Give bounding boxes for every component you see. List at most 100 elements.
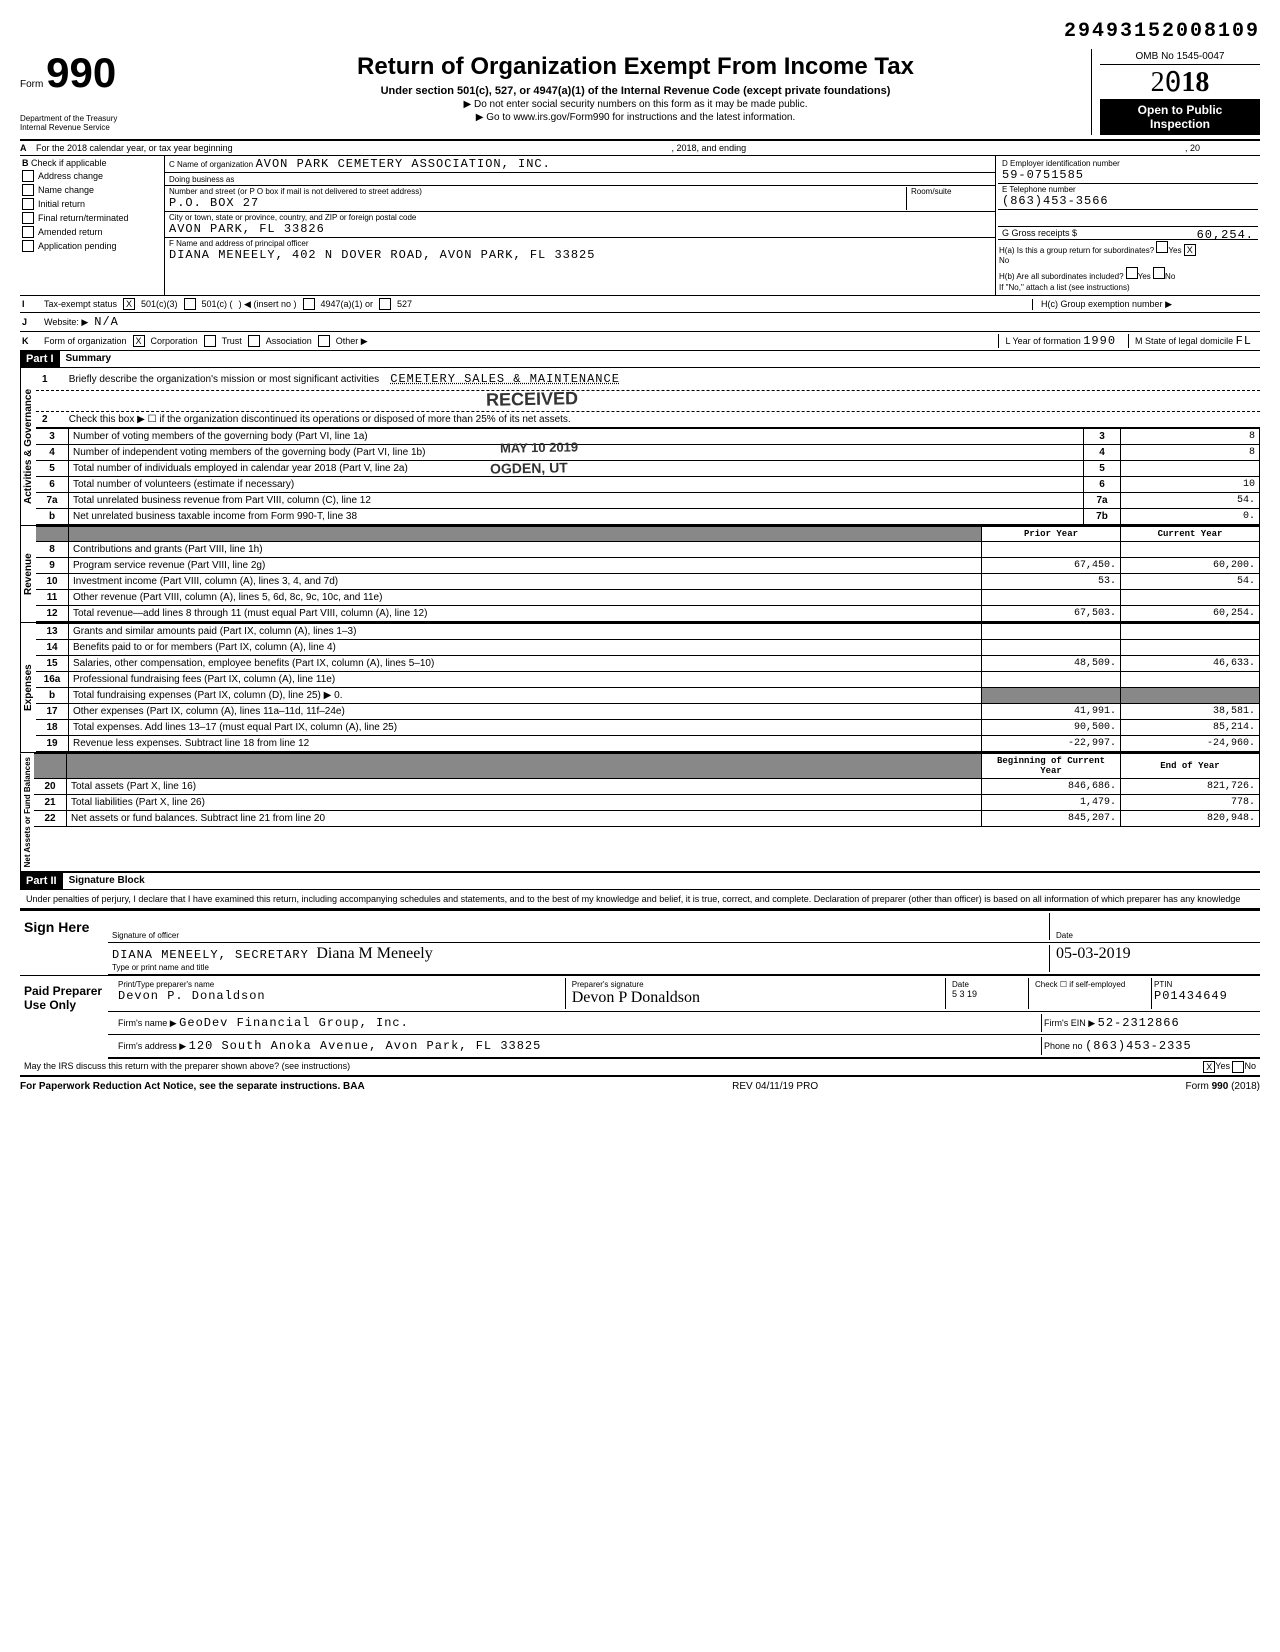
officer-value: DIANA MENEELY, 402 N DOVER ROAD, AVON PA…	[169, 248, 991, 262]
sign-here-label: Sign Here	[20, 911, 108, 975]
part2-header: Part II	[20, 873, 63, 889]
cb-corporation[interactable]: X	[133, 335, 145, 347]
prior-year-header: Prior Year	[982, 527, 1121, 542]
expenses-table: 13Grants and similar amounts paid (Part …	[36, 623, 1260, 752]
officer-signature: Diana M Meneely	[316, 945, 432, 962]
row-k-text: Form of organization	[44, 336, 127, 346]
row-j-text: Website: ▶	[44, 317, 88, 328]
dba-label: Doing business as	[169, 175, 234, 184]
form-header: Form 990 Department of the Treasury Inte…	[20, 49, 1260, 141]
row-i-label: I	[22, 299, 38, 309]
section-revenue: Revenue	[20, 526, 36, 622]
year-formation: 1990	[1083, 334, 1116, 348]
sig-date-label: Date	[1056, 931, 1256, 940]
cb-name-change[interactable]	[22, 184, 34, 196]
received-stamp: RECEIVED	[486, 388, 578, 411]
end-year-header: End of Year	[1121, 754, 1260, 779]
cb-other[interactable]	[318, 335, 330, 347]
tel-label: E Telephone number	[1002, 185, 1254, 194]
table-row: 20Total assets (Part X, line 16)846,686.…	[34, 779, 1260, 795]
line1-text: Briefly describe the organization's miss…	[69, 374, 379, 385]
table-row: 18Total expenses. Add lines 13–17 (must …	[36, 720, 1260, 736]
table-row: 15Salaries, other compensation, employee…	[36, 656, 1260, 672]
table-row: 3Number of voting members of the governi…	[36, 429, 1260, 445]
cb-final-return[interactable]	[22, 212, 34, 224]
cb-527[interactable]	[379, 298, 391, 310]
prep-name: Devon P. Donaldson	[118, 989, 559, 1003]
gross-label: G Gross receipts $	[1002, 228, 1077, 238]
org-name: AVON PARK CEMETERY ASSOCIATION, INC.	[256, 157, 551, 171]
table-row: bTotal fundraising expenses (Part IX, co…	[36, 688, 1260, 704]
sig-officer-label: Signature of officer	[112, 931, 1049, 940]
line2-text: Check this box ▶ ☐ if the organization d…	[69, 414, 571, 425]
form-label: Form	[20, 79, 43, 90]
org-name-label: C Name of organization	[169, 160, 253, 169]
addr-value: P.O. BOX 27	[169, 196, 906, 210]
table-row: 8Contributions and grants (Part VIII, li…	[36, 542, 1260, 558]
ha-label: H(a) Is this a group return for subordin…	[999, 246, 1154, 255]
cb-ha-yes[interactable]	[1156, 241, 1168, 253]
cb-application-pending[interactable]	[22, 240, 34, 252]
table-row: 14Benefits paid to or for members (Part …	[36, 640, 1260, 656]
ogden-stamp: OGDEN, UT	[490, 459, 568, 476]
ptin-label: PTIN	[1154, 980, 1254, 989]
cb-discuss-no[interactable]	[1232, 1061, 1244, 1073]
state-domicile: FL	[1236, 334, 1252, 348]
line2-num: 2	[42, 414, 66, 425]
table-row: 10Investment income (Part VIII, column (…	[36, 574, 1260, 590]
begin-year-header: Beginning of Current Year	[982, 754, 1121, 779]
prep-sig-label: Preparer's signature	[572, 980, 939, 989]
hc-label: H(c) Group exemption number ▶	[1032, 299, 1172, 310]
prep-name-label: Print/Type preparer's name	[118, 980, 559, 989]
table-row: 6Total number of volunteers (estimate if…	[36, 477, 1260, 493]
table-row: 7aTotal unrelated business revenue from …	[36, 493, 1260, 509]
cb-association[interactable]	[248, 335, 260, 347]
self-employed-check: Check ☐ if self-employed	[1029, 978, 1152, 1009]
cb-4947[interactable]	[303, 298, 315, 310]
room-label: Room/suite	[911, 187, 991, 196]
col-b: B Check if applicable Address change Nam…	[20, 156, 165, 295]
cb-ha-no[interactable]: X	[1184, 244, 1196, 256]
table-row: 22Net assets or fund balances. Subtract …	[34, 811, 1260, 827]
officer-typed-name: DIANA MENEELY, SECRETARY	[112, 948, 309, 962]
cb-trust[interactable]	[204, 335, 216, 347]
open-public-2: Inspection	[1102, 117, 1258, 131]
cb-address-change[interactable]	[22, 170, 34, 182]
table-row: 17Other expenses (Part IX, column (A), l…	[36, 704, 1260, 720]
table-row: 5Total number of individuals employed in…	[36, 461, 1260, 477]
sig-date-value: 05-03-2019	[1056, 945, 1131, 962]
part1-title: Summary	[60, 351, 118, 367]
cb-discuss-yes[interactable]: X	[1203, 1061, 1215, 1073]
footer-right: Form 990 (2018)	[1186, 1081, 1260, 1092]
row-a-text2: , 2018, and ending	[672, 143, 747, 153]
ptin-value: P01434649	[1154, 989, 1254, 1003]
form-title: Return of Organization Exempt From Incom…	[180, 53, 1091, 81]
cb-amended[interactable]	[22, 226, 34, 238]
cb-hb-no[interactable]	[1153, 267, 1165, 279]
table-row: bNet unrelated business taxable income f…	[36, 509, 1260, 525]
form-note-url: ▶ Go to www.irs.gov/Form990 for instruct…	[180, 112, 1091, 123]
form-note-ssn: ▶ Do not enter social security numbers o…	[180, 99, 1091, 110]
open-public-1: Open to Public	[1102, 103, 1258, 117]
table-row: 11Other revenue (Part VIII, column (A), …	[36, 590, 1260, 606]
perjury-statement: Under penalties of perjury, I declare th…	[20, 890, 1260, 909]
firm-ein-label: Firm's EIN ▶	[1044, 1018, 1095, 1028]
part1-header: Part I	[20, 351, 60, 367]
discuss-text: May the IRS discuss this return with the…	[24, 1061, 1203, 1073]
firm-addr-label: Firm's address ▶	[118, 1041, 186, 1051]
row-a-text1: For the 2018 calendar year, or tax year …	[36, 143, 233, 153]
cb-501c[interactable]	[184, 298, 196, 310]
ein-value: 59-0751585	[1002, 168, 1254, 182]
hb-note: If "No," attach a list (see instructions…	[998, 282, 1258, 293]
ein-label: D Employer identification number	[1002, 159, 1254, 168]
cb-501c3[interactable]: X	[123, 298, 135, 310]
cb-initial-return[interactable]	[22, 198, 34, 210]
prep-date: 5 3 19	[952, 989, 1022, 999]
mission-value: CEMETERY SALES & MAINTENANCE	[390, 372, 620, 386]
section-governance: Activities & Governance	[20, 368, 36, 525]
phone-value: (863)453-2335	[1085, 1039, 1192, 1053]
cb-hb-yes[interactable]	[1126, 267, 1138, 279]
row-j-label: J	[22, 317, 38, 327]
tax-year: 2018	[1100, 65, 1260, 99]
section-net-assets: Net Assets or Fund Balances	[20, 753, 34, 871]
